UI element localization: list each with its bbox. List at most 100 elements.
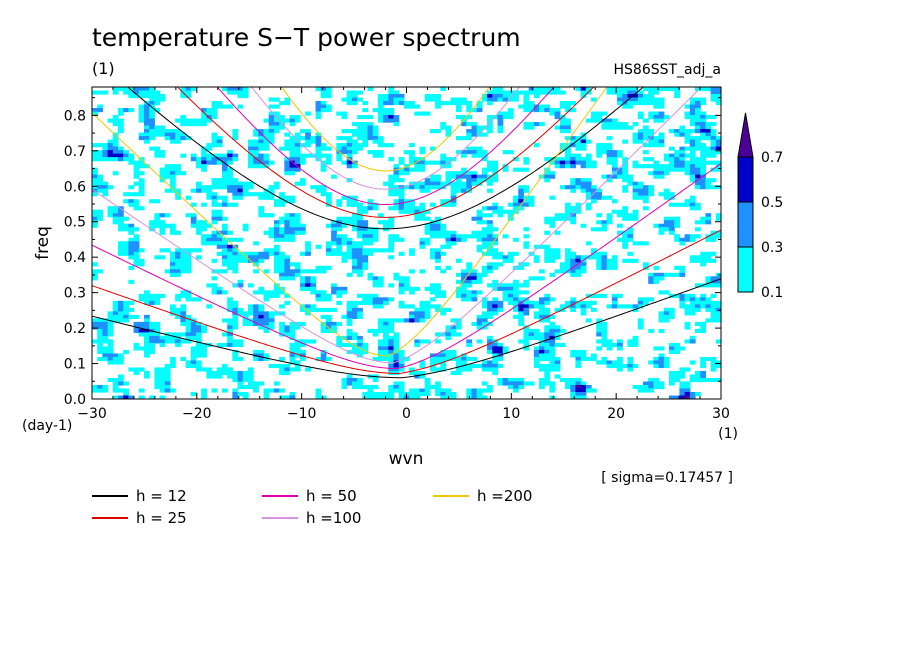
contour-cell: [227, 325, 233, 330]
contour-cell: [455, 185, 462, 190]
contour-cell: [367, 384, 374, 390]
contour-cell: [138, 164, 145, 169]
contour-cell: [346, 307, 353, 312]
contour-cell: [554, 87, 561, 92]
contour-cell: [565, 258, 571, 263]
contour-cell: [227, 181, 233, 186]
contour-cell: [289, 213, 296, 218]
contour-cell: [700, 304, 707, 309]
contour-cell: [372, 283, 379, 288]
contour-cell: [143, 370, 150, 376]
contour-cell: [715, 101, 721, 106]
contour-cell: [284, 223, 291, 228]
contour-cell: [383, 325, 389, 330]
contour-cell: [377, 213, 384, 218]
contour-cell: [689, 160, 696, 165]
contour-cell: [653, 276, 660, 281]
contour-cell: [325, 318, 332, 323]
contour-cell: [445, 132, 452, 137]
contour-cell: [466, 101, 473, 106]
contour-cell: [445, 157, 452, 162]
contour-cell: [689, 377, 696, 383]
contour-cell: [715, 160, 721, 165]
contour-cell: [138, 87, 145, 92]
contour-cell: [601, 258, 608, 263]
contour-cell: [715, 164, 721, 169]
contour-cell: [710, 237, 717, 242]
contour-cell: [180, 332, 187, 337]
contour-cell: [227, 167, 233, 172]
contour-cell: [315, 143, 322, 148]
contour-cell: [497, 349, 504, 355]
contour-cell: [149, 297, 155, 302]
contour-cell: [461, 367, 467, 372]
contour-cell: [705, 279, 712, 284]
contour-cell: [637, 181, 644, 186]
contour-cell: [715, 139, 721, 144]
contour-cell: [575, 178, 582, 183]
contour-cell: [424, 178, 431, 183]
contour-cell: [554, 160, 561, 165]
contour-cell: [580, 164, 587, 169]
contour-cell: [606, 342, 613, 348]
contour-cell: [154, 213, 161, 218]
contour-cell: [435, 101, 441, 106]
contour-cell: [133, 241, 140, 246]
contour-cell: [513, 388, 519, 393]
contour-cell: [674, 265, 681, 270]
x-tick-label: −30: [77, 406, 107, 422]
contour-cell: [201, 220, 207, 225]
contour-cell: [414, 374, 421, 379]
contour-cell: [684, 234, 691, 239]
contour-cell: [221, 185, 228, 190]
contour-cell: [164, 269, 171, 274]
contour-cell: [653, 363, 660, 369]
contour-cell: [445, 356, 452, 362]
contour-cell: [435, 97, 441, 102]
contour-cell: [658, 174, 665, 179]
contour-cell: [227, 342, 233, 348]
contour-cell: [351, 164, 358, 169]
contour-cell: [445, 349, 452, 355]
contour-cell: [492, 87, 499, 92]
contour-cell: [487, 213, 493, 218]
contour-cell: [367, 300, 374, 305]
contour-cell: [377, 139, 384, 144]
contour-cell: [320, 293, 327, 298]
contour-cell: [455, 360, 462, 365]
contour-cell: [133, 206, 140, 211]
contour-cell: [492, 283, 499, 288]
contour-cell: [601, 146, 608, 151]
contour-cell: [544, 258, 551, 263]
contour-cell: [294, 325, 301, 330]
contour-cell: [112, 122, 119, 127]
contour-cell: [455, 101, 462, 106]
contour-cell: [409, 367, 415, 372]
contour-cell: [585, 178, 592, 183]
contour-cell: [273, 244, 280, 249]
contour-cell: [159, 230, 166, 235]
contour-cell: [367, 129, 374, 134]
contour-cell: [320, 101, 327, 106]
contour-cell: [107, 353, 114, 358]
contour-cell: [648, 192, 655, 197]
contour-cell: [419, 185, 426, 190]
contour-cell: [419, 391, 426, 397]
contour-cell: [211, 209, 218, 214]
contour-cell: [684, 171, 691, 176]
contour-cell: [461, 272, 467, 277]
contour-cell: [315, 188, 322, 193]
contour-cell: [227, 328, 233, 333]
contour-cell: [455, 178, 462, 183]
contour-cell: [580, 384, 587, 390]
contour-cell: [143, 108, 150, 113]
contour-cell: [175, 118, 181, 123]
contour-cell: [346, 241, 353, 246]
contour-cell: [502, 115, 509, 120]
contour-cell: [549, 363, 556, 369]
contour-cell: [247, 160, 254, 165]
contour-cell: [476, 150, 483, 155]
contour-cell: [263, 248, 270, 253]
contour-cell: [580, 356, 587, 362]
contour-cell: [705, 122, 712, 127]
